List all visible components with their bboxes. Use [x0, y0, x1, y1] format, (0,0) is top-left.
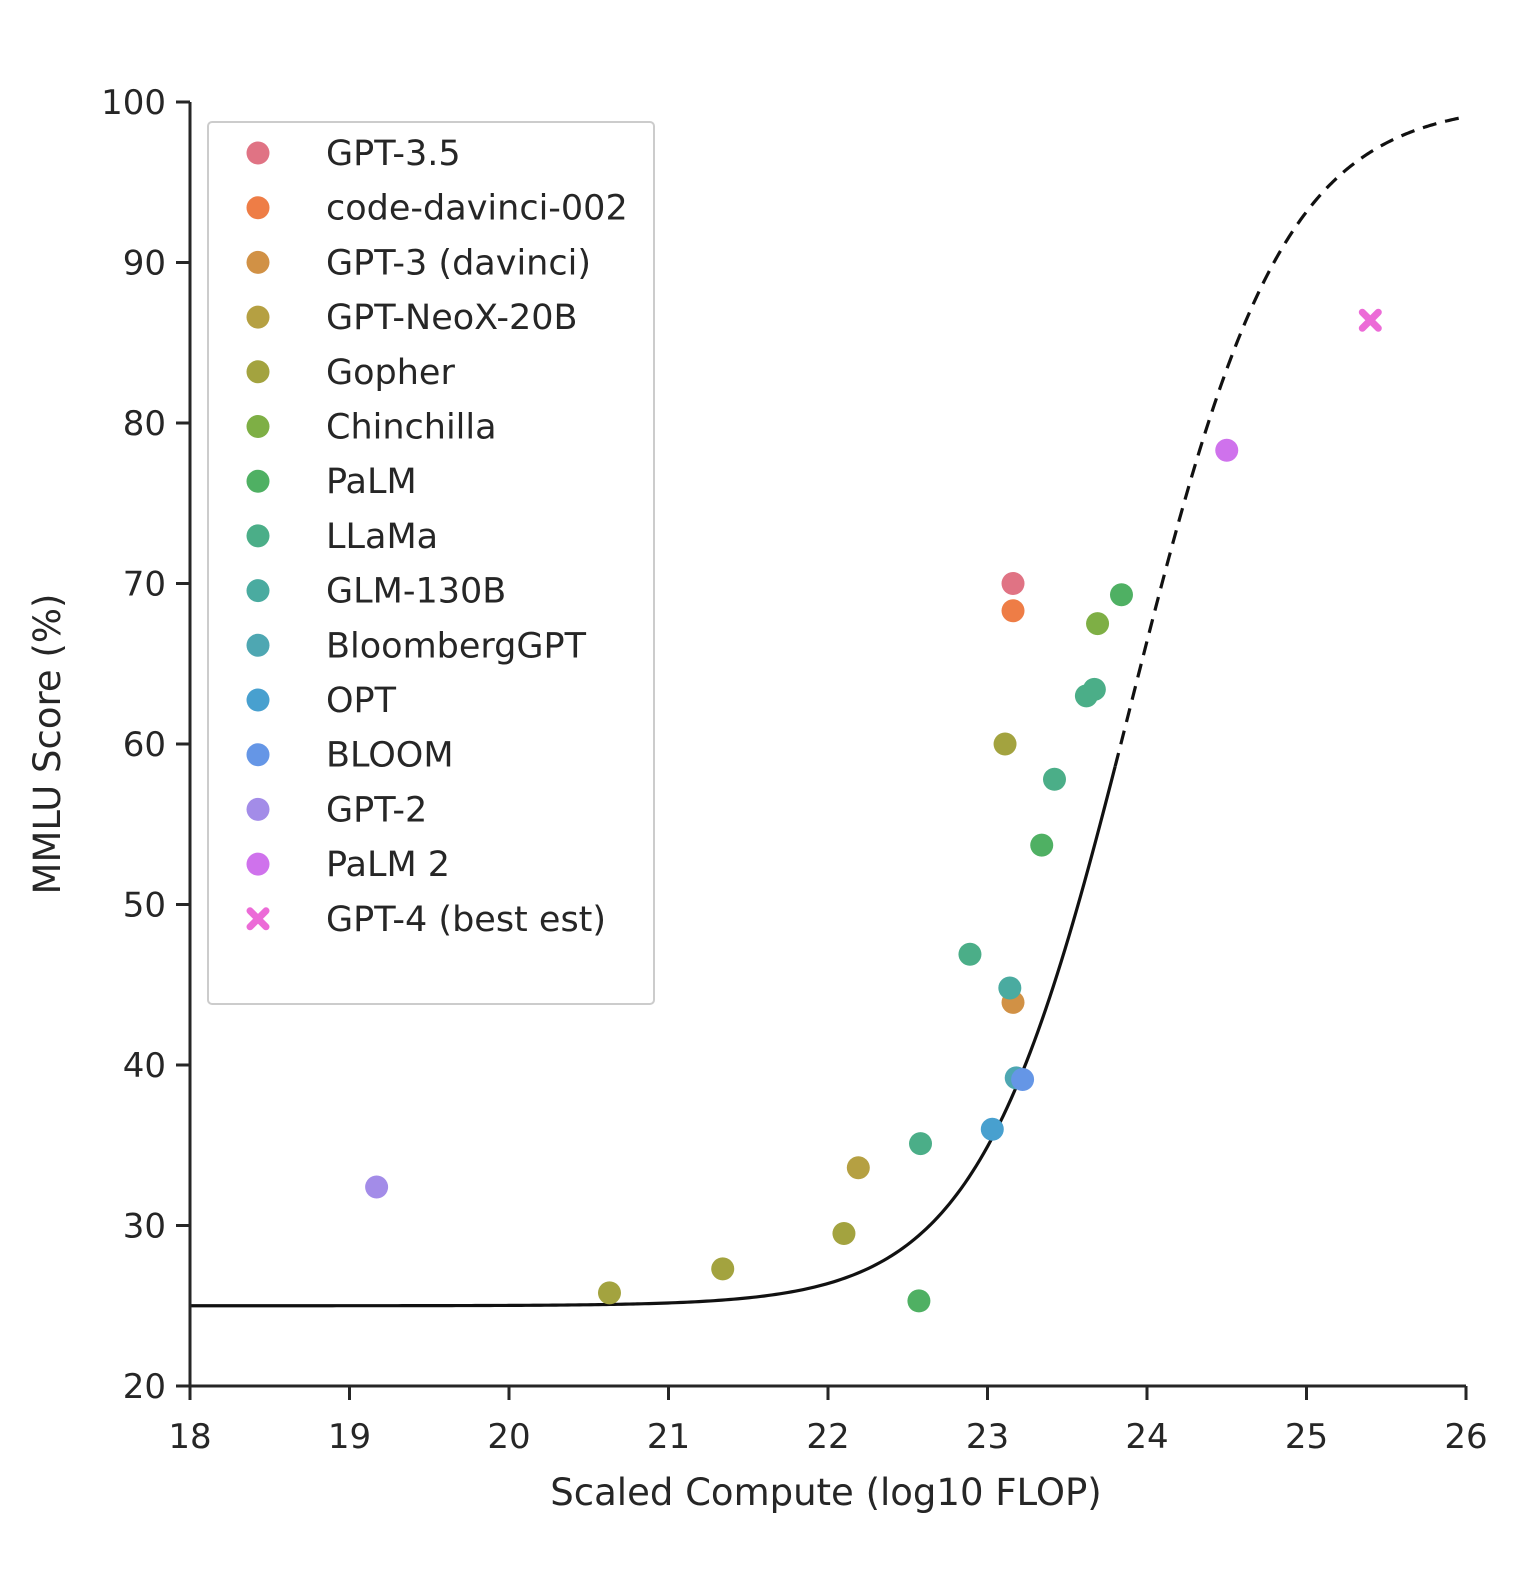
legend-items: GPT-3.5 code-davinci-002 GPT-3 (davinci) GP… — [246, 134, 628, 940]
legend-label-bloomberggpt: BloombergGPT — [326, 626, 587, 666]
y-ticks: 20 30 40 50 60 70 80 90 100 — [101, 83, 190, 1407]
legend-label-gpt-neox-20b: GPT-NeoX-20B — [326, 298, 578, 338]
y-tick-label: 20 — [123, 1367, 166, 1407]
data-point-palm — [907, 1289, 931, 1313]
data-point-gpt-3-5 — [1001, 572, 1025, 595]
x-axis-label: Scaled Compute (log10 FLOP) — [550, 1471, 1101, 1514]
legend-marker-gpt-neox-20b — [246, 305, 270, 329]
legend-frame — [207, 121, 655, 1005]
legend-label-bloom: BLOOM — [326, 736, 454, 776]
legend-label-glm-130b: GLM-130B — [326, 572, 506, 612]
legend-label-gpt-3-5: GPT-3.5 — [326, 134, 461, 174]
legend-marker-gpt-4-best-est — [246, 907, 270, 931]
y-tick-label: 70 — [123, 565, 166, 605]
x-tick-label: 18 — [168, 1417, 211, 1457]
data-point-llama — [958, 942, 982, 966]
data-point-chinchilla — [1086, 612, 1110, 636]
legend-marker-glm-130b — [246, 579, 270, 603]
legend-marker-gpt-3-davinci — [246, 250, 270, 274]
x-tick-label: 23 — [966, 1417, 1009, 1457]
legend-label-gpt-2: GPT-2 — [326, 790, 427, 830]
x-tick-label: 20 — [487, 1417, 530, 1457]
fit-curve-dashed — [1113, 115, 1467, 767]
y-tick-label: 100 — [101, 83, 166, 123]
data-point-gpt-2 — [365, 1175, 389, 1199]
legend-marker-gpt-3-5 — [246, 141, 270, 165]
data-point-llama — [1082, 677, 1106, 701]
fit-curve-group — [190, 115, 1467, 1308]
y-axis-label: MMLU Score (%) — [26, 594, 69, 895]
x-tick-label: 21 — [647, 1417, 690, 1457]
data-point-palm-2 — [1215, 438, 1239, 462]
legend-marker-bloom — [246, 743, 270, 767]
data-point-opt — [980, 1117, 1004, 1141]
data-point-gpt-4-best-est — [1358, 308, 1382, 332]
legend-marker-code-davinci-002 — [246, 196, 270, 220]
y-tick-label: 90 — [123, 244, 166, 284]
data-point-gopher — [711, 1257, 735, 1281]
data-point-llama — [909, 1132, 933, 1156]
data-point-gpt-neox-20b — [846, 1156, 870, 1180]
y-tick-label: 40 — [123, 1046, 166, 1086]
legend-marker-gpt-2 — [246, 797, 270, 821]
legend-marker-llama — [246, 524, 270, 548]
data-point-bloom — [1011, 1067, 1035, 1091]
y-tick-label: 60 — [123, 725, 166, 765]
x-tick-label: 24 — [1125, 1417, 1168, 1457]
x-tick-label: 22 — [806, 1417, 849, 1457]
legend-label-code-davinci-002: code-davinci-002 — [326, 189, 628, 229]
x-tick-label: 26 — [1444, 1417, 1487, 1457]
legend-marker-palm — [246, 469, 270, 493]
legend: GPT-3.5 code-davinci-002 GPT-3 (davinci) GP… — [207, 121, 655, 1005]
fit-curve-solid — [190, 766, 1117, 1308]
data-point-code-davinci-002 — [1001, 599, 1025, 623]
legend-marker-opt — [246, 688, 270, 712]
legend-label-gopher: Gopher — [326, 353, 455, 393]
legend-label-palm: PaLM — [326, 462, 417, 502]
data-point-glm-130b — [998, 976, 1022, 1000]
x-ticks: 18 19 20 21 22 23 24 25 26 — [168, 1386, 1488, 1457]
x-tick-label: 19 — [328, 1417, 371, 1457]
legend-label-chinchilla: Chinchilla — [326, 408, 497, 448]
legend-label-opt: OPT — [326, 681, 397, 721]
data-point-gopher — [597, 1281, 621, 1305]
data-point-gopher — [832, 1222, 856, 1246]
data-points — [365, 308, 1382, 1313]
legend-label-palm-2: PaLM 2 — [326, 845, 450, 885]
legend-label-llama: LLaMa — [326, 517, 438, 557]
legend-label-gpt-4-best-est: GPT-4 (best est) — [326, 900, 606, 940]
legend-marker-gopher — [246, 360, 270, 384]
legend-marker-bloomberggpt — [246, 633, 270, 657]
y-tick-label: 80 — [123, 404, 166, 444]
legend-label-gpt-3-davinci: GPT-3 (davinci) — [326, 243, 591, 283]
data-point-gopher — [993, 732, 1017, 756]
legend-marker-palm-2 — [246, 852, 270, 876]
y-tick-label: 30 — [123, 1207, 166, 1247]
data-point-palm — [1030, 833, 1054, 857]
data-point-llama — [1042, 767, 1066, 791]
legend-marker-chinchilla — [246, 415, 270, 438]
y-tick-label: 50 — [123, 886, 166, 926]
x-tick-label: 25 — [1285, 1417, 1328, 1457]
data-point-palm — [1109, 583, 1133, 607]
